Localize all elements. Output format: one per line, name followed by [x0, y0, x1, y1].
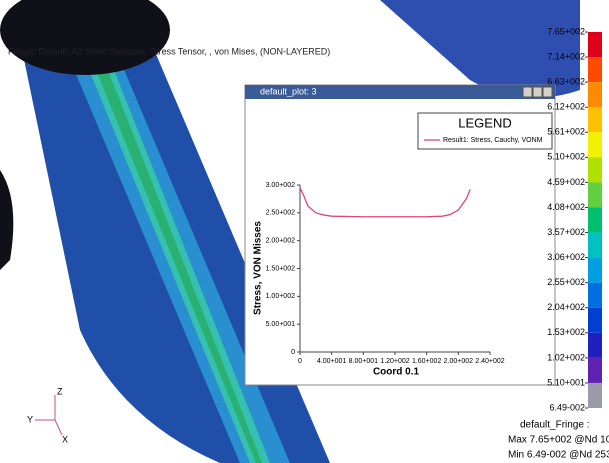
fringe-band — [588, 157, 602, 182]
y-tick-label: 2.00+002 — [266, 238, 295, 245]
fringe-label: 1.53+002 — [547, 327, 585, 337]
triad-label: X — [62, 434, 68, 444]
fringe-band — [588, 32, 602, 57]
fringe-band — [588, 358, 602, 383]
x-tick-label: 1.20+002 — [380, 358, 409, 365]
fringe-label: 6.63+002 — [547, 77, 585, 87]
fringe-title: default_Fringe : — [520, 420, 590, 431]
fringe-band — [588, 107, 602, 132]
y-axis-label: Stress, VON Misses — [253, 221, 264, 315]
x-tick-label: 0 — [298, 358, 302, 365]
fringe-band — [588, 283, 602, 308]
fringe-label: 5.10+002 — [547, 152, 585, 162]
fringe-band — [588, 182, 602, 207]
fringe-label: 7.14+002 — [547, 51, 585, 61]
y-tick-label: 1.50+002 — [266, 265, 295, 272]
x-tick-label: 2.00+002 — [444, 358, 473, 365]
fringe-max: Max 7.65+002 @Nd 10627 — [508, 435, 609, 446]
fringe-label: 3.57+002 — [547, 227, 585, 237]
fringe-band — [588, 132, 602, 157]
minimize-button[interactable] — [523, 87, 532, 97]
fringe-band — [588, 258, 602, 283]
fringe-label: 6.12+002 — [547, 102, 585, 112]
close-button[interactable] — [543, 87, 552, 97]
legend-label: Result1: Stress, Cauchy, VONM — [443, 137, 543, 144]
x-tick-label: 8.00+001 — [349, 358, 378, 365]
fringe-band — [588, 233, 602, 258]
x-tick-label: 2.40+002 — [475, 358, 504, 365]
fringe-label: 3.06+002 — [547, 252, 585, 262]
maximize-button[interactable] — [533, 87, 542, 97]
screen: Fringe: Default, A1:Static Subcase, Stre… — [0, 0, 609, 463]
fringe-label: 6.49-002 — [549, 402, 585, 412]
window-title: default_plot: 3 — [260, 86, 317, 96]
fringe-label: 1.02+002 — [547, 352, 585, 362]
fringe-band — [588, 82, 602, 107]
fringe-label: 2.04+002 — [547, 302, 585, 312]
fringe-min: Min 6.49-002 @Nd 2537 — [508, 450, 609, 461]
fringe-label: 4.08+002 — [547, 202, 585, 212]
legend-title: LEGEND — [458, 115, 511, 130]
fringe-label: 5.61+002 — [547, 127, 585, 137]
triad-label: Y — [27, 414, 33, 424]
x-axis-label: Coord 0.1 — [373, 367, 420, 378]
fringe-label: 4.59+002 — [547, 177, 585, 187]
x-tick-label: 4.00+001 — [317, 358, 346, 365]
y-tick-label: 2.50+002 — [266, 210, 295, 217]
y-tick-label: 1.00+002 — [266, 293, 295, 300]
y-tick-label: 0 — [291, 349, 295, 356]
fringe-band — [588, 207, 602, 232]
fringe-caption: Fringe: Default, A1:Static Subcase, Stre… — [8, 46, 330, 56]
triad-label: Z — [57, 386, 63, 396]
fringe-band — [588, 383, 602, 408]
x-tick-label: 1.60+002 — [412, 358, 441, 365]
fringe-label: 5.10+001 — [547, 377, 585, 387]
y-tick-label: 3.00+002 — [266, 182, 295, 189]
fringe-band — [588, 57, 602, 82]
fringe-label: 7.65+002 — [547, 26, 585, 36]
fringe-band — [588, 308, 602, 333]
y-tick-label: 5.00+001 — [266, 321, 295, 328]
fringe-label: 2.55+002 — [547, 277, 585, 287]
fringe-band — [588, 333, 602, 358]
